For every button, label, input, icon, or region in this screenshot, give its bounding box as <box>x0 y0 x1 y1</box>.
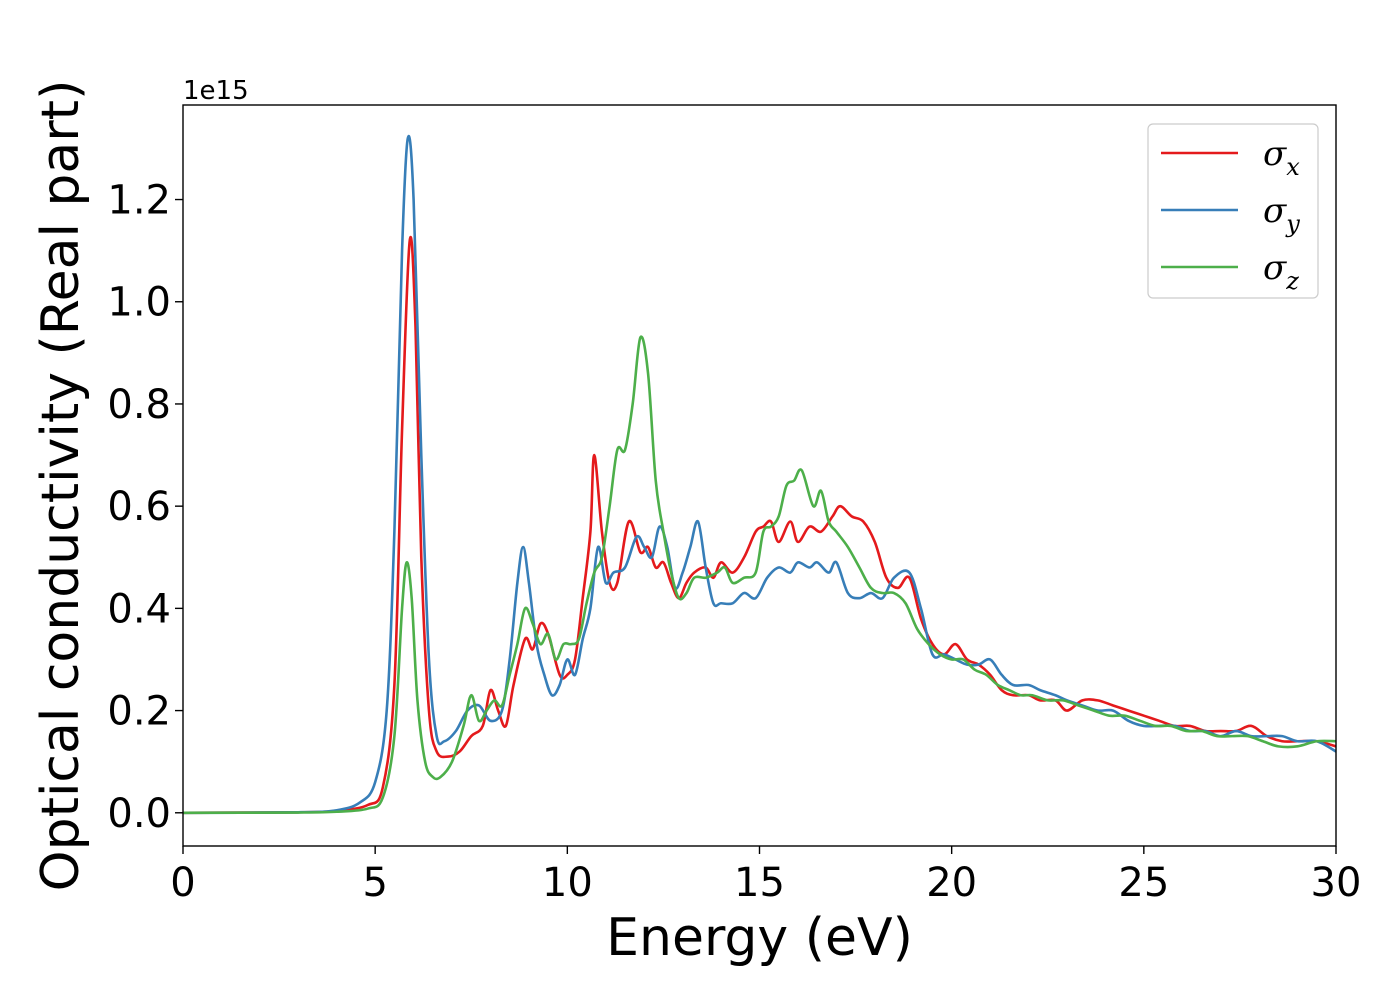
legend-label-x: σx <box>1263 134 1300 181</box>
x-tick-label: 5 <box>362 860 387 906</box>
y-offset-label: 1e15 <box>183 76 249 106</box>
x-tick-label: 15 <box>734 860 785 906</box>
y-tick-label: 0.4 <box>107 586 171 632</box>
legend-symbol: σ <box>1263 248 1287 288</box>
legend-label-z: σz <box>1263 248 1299 295</box>
legend-subscript: y <box>1285 210 1300 238</box>
y-tick-label: 1.2 <box>107 178 171 224</box>
y-tick-label: 0.6 <box>107 484 171 530</box>
y-tick-label: 1.0 <box>107 280 171 326</box>
legend-subscript: x <box>1286 153 1300 181</box>
y-tick-label: 0.2 <box>107 689 171 735</box>
series-line-z <box>183 335 1336 815</box>
legend-subscript: z <box>1285 267 1299 295</box>
legend-symbol: σ <box>1263 191 1287 231</box>
x-tick-label: 20 <box>926 860 977 906</box>
y-tick-label: 0.8 <box>107 382 171 428</box>
legend-symbol: σ <box>1263 134 1287 174</box>
legend-label-y: σy <box>1263 191 1300 238</box>
x-tick-label: 25 <box>1118 860 1169 906</box>
y-axis: 0.0 0.2 0.4 0.6 0.8 1.0 1.2 <box>107 178 183 837</box>
x-axis-label: Energy (eV) <box>606 908 913 968</box>
y-axis-label: Optical conductivity (Real part) <box>31 80 91 892</box>
x-axis: 0 5 10 15 20 25 30 <box>170 846 1361 906</box>
series-line-x <box>183 235 1336 815</box>
series-layer <box>183 135 1336 815</box>
y-tick-label: 0.0 <box>107 791 171 837</box>
x-tick-label: 30 <box>1311 860 1362 906</box>
x-tick-label: 0 <box>170 860 195 906</box>
x-tick-label: 10 <box>542 860 593 906</box>
